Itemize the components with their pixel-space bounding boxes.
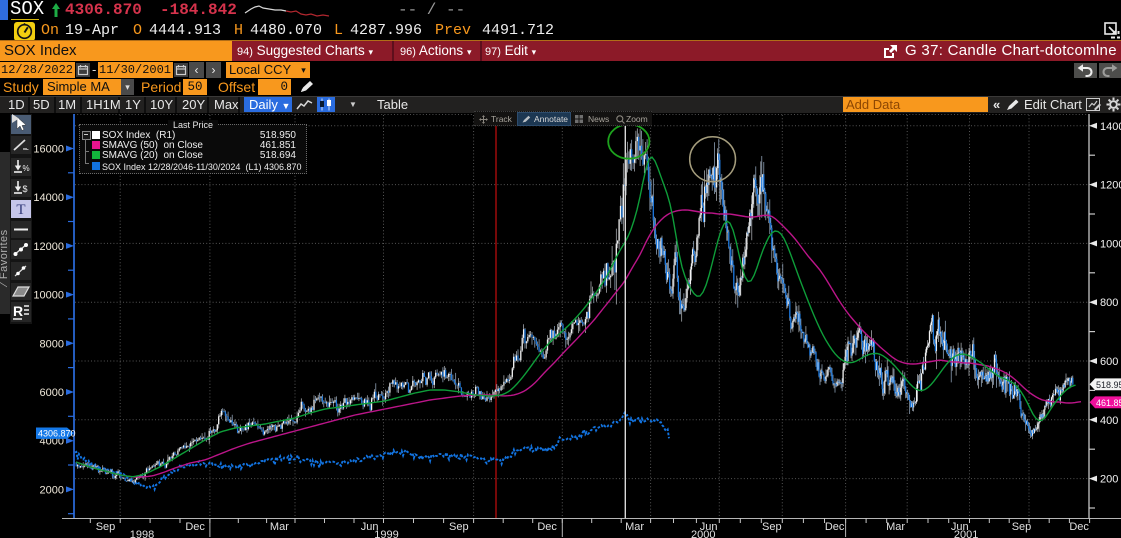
svg-text:T: T [16, 202, 25, 218]
svg-text:200: 200 [1100, 474, 1118, 486]
svg-text:Sep: Sep [449, 521, 469, 533]
svg-text:518.950: 518.950 [1096, 380, 1121, 390]
svg-text:R: R [13, 303, 23, 319]
svg-text:1400: 1400 [1100, 121, 1121, 133]
svg-text:%: % [23, 164, 30, 173]
svg-text:800: 800 [1100, 297, 1118, 309]
svg-text:Dec: Dec [825, 521, 845, 533]
svg-text:14000: 14000 [33, 192, 64, 204]
svg-text:Jun: Jun [361, 521, 379, 533]
svg-text:$: $ [23, 184, 28, 194]
svg-text:Sep: Sep [762, 521, 782, 533]
svg-text:1000: 1000 [1100, 238, 1121, 250]
svg-text:Jun: Jun [951, 521, 969, 533]
svg-text:Dec: Dec [537, 521, 557, 533]
svg-text:Mar: Mar [625, 521, 644, 533]
svg-text:Sep: Sep [96, 521, 116, 533]
svg-text:1998: 1998 [130, 529, 154, 538]
svg-text:2001: 2001 [954, 529, 978, 538]
svg-text:2000: 2000 [40, 484, 64, 496]
svg-text:Jun: Jun [700, 521, 718, 533]
svg-text:16000: 16000 [33, 144, 64, 156]
svg-text:8000: 8000 [40, 338, 64, 350]
svg-text:6000: 6000 [40, 387, 64, 399]
svg-text:10000: 10000 [33, 290, 64, 302]
svg-text:12000: 12000 [33, 241, 64, 253]
svg-text:600: 600 [1100, 356, 1118, 368]
svg-text:Mar: Mar [886, 521, 905, 533]
svg-text:Dec: Dec [185, 521, 205, 533]
svg-text:461.851: 461.851 [1096, 398, 1121, 408]
svg-text:2000: 2000 [691, 529, 715, 538]
svg-text:1200: 1200 [1100, 180, 1121, 192]
svg-text:4306.870: 4306.870 [38, 429, 76, 439]
svg-text:400: 400 [1100, 415, 1118, 427]
svg-text:Sep: Sep [1012, 521, 1032, 533]
svg-text:Mar: Mar [270, 521, 289, 533]
svg-text:1999: 1999 [374, 529, 398, 538]
svg-text:Dec: Dec [1069, 521, 1089, 533]
